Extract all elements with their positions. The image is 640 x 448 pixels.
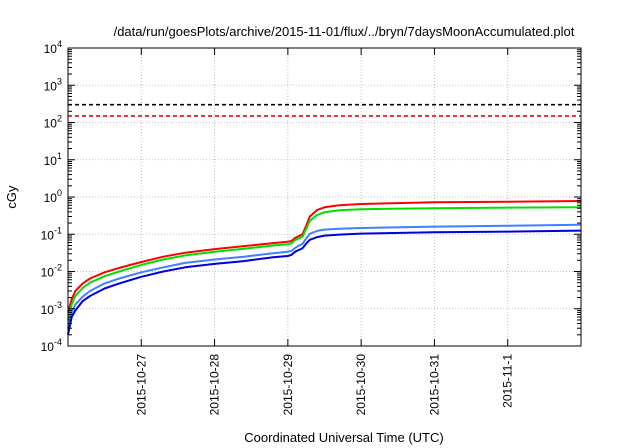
data-series (67, 200, 582, 336)
y-tick-label: 103 (44, 76, 62, 93)
series-line (67, 206, 582, 321)
x-tick-label: 2015-10-31 (427, 354, 441, 416)
series-line (67, 223, 582, 329)
plot-frame (67, 47, 582, 347)
series-line (67, 229, 582, 336)
chart-title: /data/run/goesPlots/archive/2015-11-01/f… (114, 24, 575, 39)
y-tick-label: 101 (44, 151, 62, 168)
x-tick-label: 2015-11-1 (501, 354, 515, 408)
series-line (67, 200, 582, 313)
x-axis: 2015-10-27 2015-10-28 2015-10-29 2015-10-30… (134, 48, 515, 416)
y-axis-label: cGy (4, 185, 19, 209)
x-tick-label: 2015-10-27 (134, 354, 148, 416)
x-tick-label: 2015-10-28 (208, 354, 222, 416)
y-tick-label: 10-4 (41, 337, 62, 354)
y-tick-label: 100 (44, 188, 62, 205)
y-tick-label: 10-1 (41, 225, 62, 242)
x-axis-label: Coordinated Universal Time (UTC) (244, 430, 443, 445)
grid (68, 48, 581, 346)
y-axis: 10-4 10-3 10-2 10-1 100 101 102 103 104 (41, 39, 581, 354)
x-tick-label: 2015-10-29 (281, 354, 295, 416)
x-tick-label: 2015-10-30 (354, 354, 368, 416)
y-tick-label: 10-3 (41, 300, 62, 317)
y-tick-label: 104 (44, 39, 62, 56)
y-tick-label: 10-2 (41, 263, 62, 280)
y-tick-label: 102 (44, 114, 62, 131)
threshold-lines (68, 103, 581, 117)
